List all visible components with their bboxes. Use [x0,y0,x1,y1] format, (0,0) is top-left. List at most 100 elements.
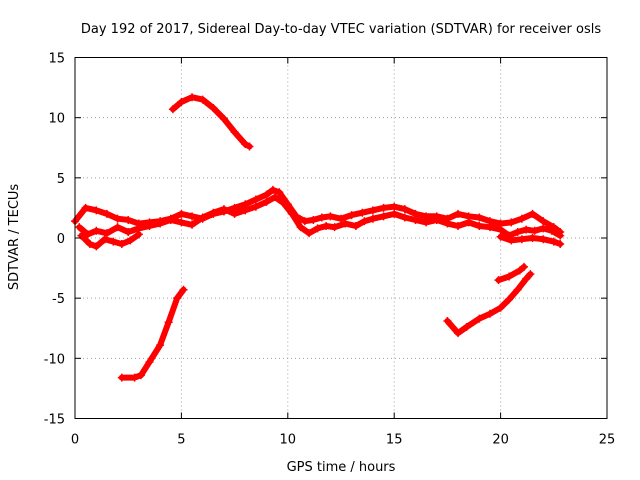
data-point [156,219,165,228]
data-point [230,128,239,137]
axis-ticks [74,57,608,419]
data-point [517,214,526,223]
data-point [188,220,197,229]
data-point [496,303,505,312]
data-point [219,114,228,123]
data-point [454,209,463,218]
data-point [422,218,431,227]
x-tick-label: 15 [386,433,403,448]
y-tick-label: -5 [52,292,65,307]
data-point [198,213,207,222]
data-point [156,341,165,350]
data-point [411,215,420,224]
data-point [513,227,522,236]
y-tick-label: 15 [48,52,65,67]
data-point [464,218,473,227]
data-point [113,214,122,223]
data-point [390,209,399,218]
x-tick-labels: 0 5 10 15 20 25 [71,433,615,448]
data-point [81,203,90,212]
data-point [77,231,86,240]
data-point [330,223,339,232]
series-band-dip-left [77,230,143,251]
y-tick-label: 5 [57,172,65,187]
data-point [168,105,177,114]
data-point [475,314,484,323]
data-point [102,209,111,218]
data-point [317,213,326,222]
data-point [136,371,145,380]
data-point [322,221,331,230]
data-point [113,223,122,232]
series-arc-high [168,93,254,151]
data-point [188,212,197,221]
data-point [347,211,356,220]
x-tick-label: 0 [71,433,79,448]
x-tick-label: 5 [177,433,185,448]
data-point [507,218,516,227]
data-point [513,285,522,294]
y-tick-label: 0 [57,232,65,247]
data-point [102,229,111,238]
data-point [368,214,377,223]
data-point [145,357,154,366]
data-point [100,235,109,244]
data-point [556,231,565,240]
data-point [505,272,514,281]
data-point [485,223,494,232]
data-point [505,295,514,304]
data-point [219,205,228,214]
data-point [262,190,271,199]
data-point [177,98,186,107]
data-point [539,224,548,233]
x-tick-label: 25 [599,433,616,448]
data-point [400,205,409,214]
data-point [130,373,139,382]
series-line [444,271,534,337]
data-point [166,215,175,224]
data-point [126,236,135,245]
data-point [251,202,260,211]
data-point [124,227,133,236]
data-point [164,318,173,327]
data-point [271,193,280,202]
data-point [517,235,526,244]
data-point [309,215,318,224]
data-point [547,226,556,235]
data-point [177,209,186,218]
data-point [556,240,565,249]
series-arc-low-rise [117,285,188,382]
y-tick-label: -15 [44,413,65,428]
data-point [530,226,539,235]
data-point [496,225,505,234]
data-point [124,215,133,224]
data-point [85,240,94,249]
data-point [75,223,84,232]
data-series [71,93,565,382]
data-point [549,237,558,246]
data-point [528,234,537,242]
data-point [400,213,409,222]
data-point [209,104,218,113]
data-point [539,235,548,244]
data-point [134,230,143,239]
series-arc-right-short [494,262,529,285]
data-point [494,276,503,285]
data-point [209,208,218,217]
series-line [118,286,187,381]
data-point [496,232,505,241]
data-point [326,212,335,221]
data-point [92,206,101,215]
data-point [454,221,463,230]
data-point [92,226,101,235]
data-point [245,142,254,151]
series-band-lower [75,193,565,240]
x-axis-label: GPS time / hours [287,460,396,475]
series-line [169,94,253,150]
data-point [296,223,305,232]
data-point [188,93,197,102]
data-point [83,230,92,239]
data-point [522,274,531,283]
data-point [368,206,377,215]
